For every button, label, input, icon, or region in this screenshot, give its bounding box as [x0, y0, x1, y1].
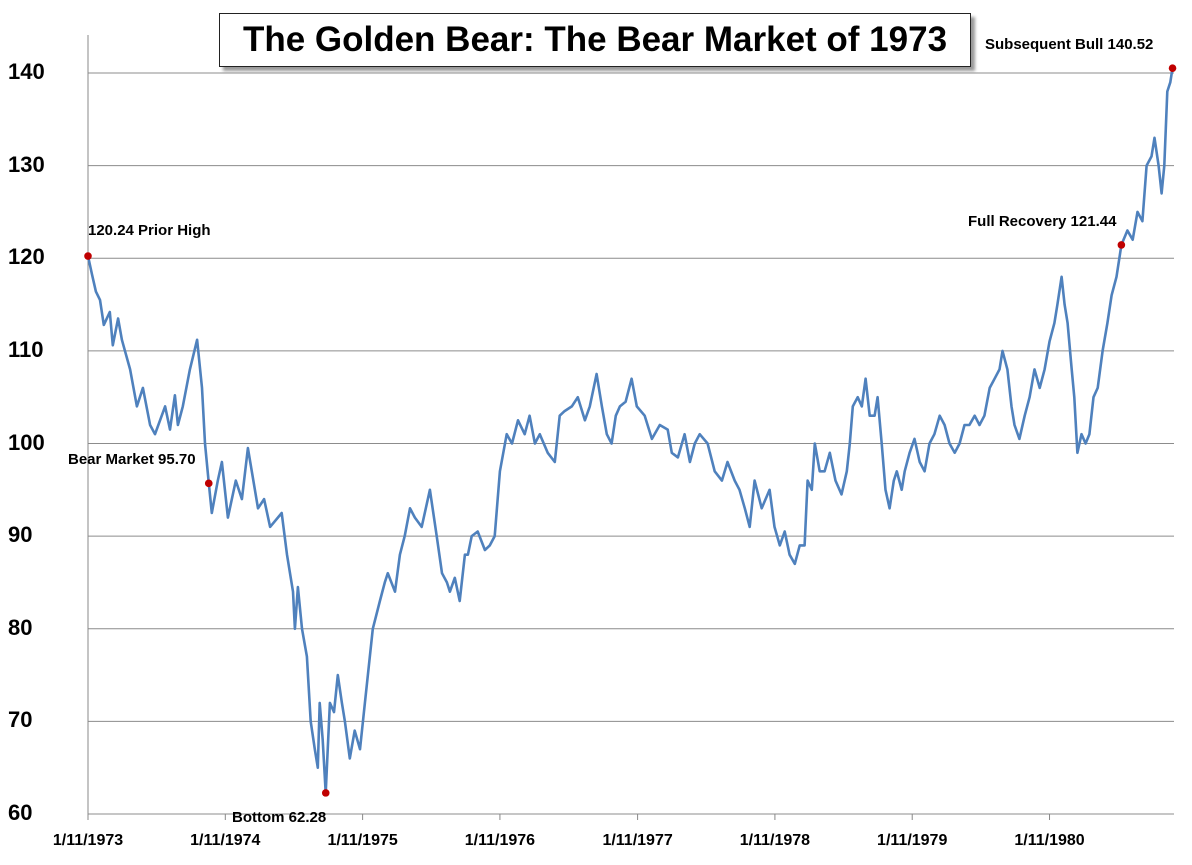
annotation-subsequent-bull: Subsequent Bull 140.52 — [985, 36, 1154, 53]
x-tick-label: 1/11/1975 — [327, 832, 398, 849]
y-tick-label: 100 — [8, 429, 45, 455]
annotation-marker — [84, 252, 92, 260]
x-tick-label: 1/11/1980 — [1014, 832, 1085, 849]
x-tick-label: 1/11/1978 — [739, 832, 811, 849]
annotation-full-recovery: Full Recovery 121.44 — [968, 213, 1117, 230]
x-tick-label: 1/11/1979 — [877, 832, 948, 849]
annotation-bear-market: Bear Market 95.70 — [68, 451, 196, 468]
annotation-markers — [84, 64, 1177, 797]
y-tick-label: 110 — [8, 336, 44, 362]
annotation-marker — [1117, 241, 1126, 249]
x-tick-label: 1/11/1977 — [602, 832, 673, 849]
y-tick-label: 70 — [8, 707, 33, 733]
x-tick-label: 1/11/1973 — [52, 832, 124, 849]
x-tick-label: 1/11/1974 — [190, 832, 261, 849]
annotation-marker — [321, 789, 330, 797]
y-tick-label: 60 — [8, 800, 33, 825]
gridlines — [88, 72, 1174, 815]
x-tick-marks — [87, 814, 1051, 820]
y-tick-label: 120 — [8, 244, 45, 270]
x-tick-label: 1/11/1976 — [464, 832, 536, 849]
annotation-marker — [1168, 64, 1177, 72]
annotation-prior-high: 120.24 Prior High — [88, 222, 211, 239]
y-tick-label: 130 — [8, 151, 45, 177]
y-tick-label: 80 — [8, 614, 33, 640]
annotation-marker — [204, 479, 213, 488]
annotation-bottom: Bottom 62.28 — [232, 809, 327, 826]
y-tick-label: 90 — [8, 522, 33, 548]
y-tick-label: 140 — [8, 59, 45, 84]
series-line — [86, 67, 1174, 795]
chart-title: The Golden Bear: The Bear Market of 1973 — [219, 13, 971, 67]
